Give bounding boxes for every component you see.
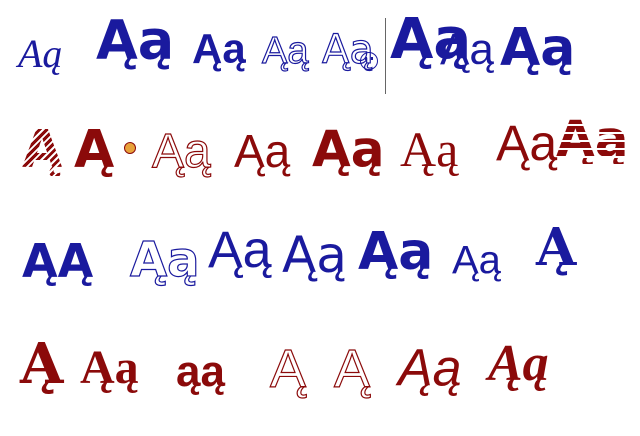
- glyph-r4-7: Ąą: [488, 335, 549, 392]
- glyph-r2-5: Ąą: [312, 120, 385, 178]
- glyph-r1-7: Ąą: [440, 25, 494, 74]
- glyph-r4-3: ąą: [176, 347, 225, 396]
- glyph-r3-5: Ąą: [358, 222, 434, 282]
- glyph-r2-2: Ą: [74, 120, 115, 180]
- smiley-icon: [360, 52, 378, 70]
- glyph-r2-7: Ąą: [496, 115, 558, 171]
- glyph-r2-8: Ąą: [556, 110, 629, 168]
- glyph-r4-2: Ąą: [80, 341, 139, 394]
- glyph-r3-3: Ąą: [208, 221, 272, 279]
- glyph-r4-4: Ą: [269, 339, 307, 399]
- glyph-r2-4: Ąą: [234, 125, 291, 177]
- glyph-r4-1: Ą: [20, 331, 64, 397]
- glyph-r3-7: Ą: [536, 217, 577, 278]
- glyph-r2-6: Ąą: [400, 121, 459, 177]
- divider-line: [385, 18, 386, 94]
- glyph-r3-2: Ąą: [129, 232, 200, 288]
- glyph-r1-2: Ąą: [96, 9, 175, 72]
- glyph-r2-3: Ąą: [151, 125, 211, 178]
- glyph-r2-1: Ą: [22, 120, 63, 180]
- glyph-r1-3: Ąą: [192, 25, 246, 72]
- glyph-r3-6: Ąą: [452, 238, 501, 282]
- pumpkin-icon: [124, 142, 136, 154]
- glyph-r1-6: Ąą: [390, 7, 472, 72]
- glyph-r4-5: Ą: [333, 339, 371, 399]
- glyph-r1-1: Aą: [18, 31, 63, 76]
- glyph-r4-6: Ąą: [398, 339, 462, 397]
- glyph-r3-1: ĄĄ: [22, 234, 94, 288]
- glyph-r1-8: Ąą: [500, 18, 576, 78]
- glyph-r1-4: Ąą: [261, 30, 309, 72]
- glyph-r3-4: Ąą: [282, 226, 347, 284]
